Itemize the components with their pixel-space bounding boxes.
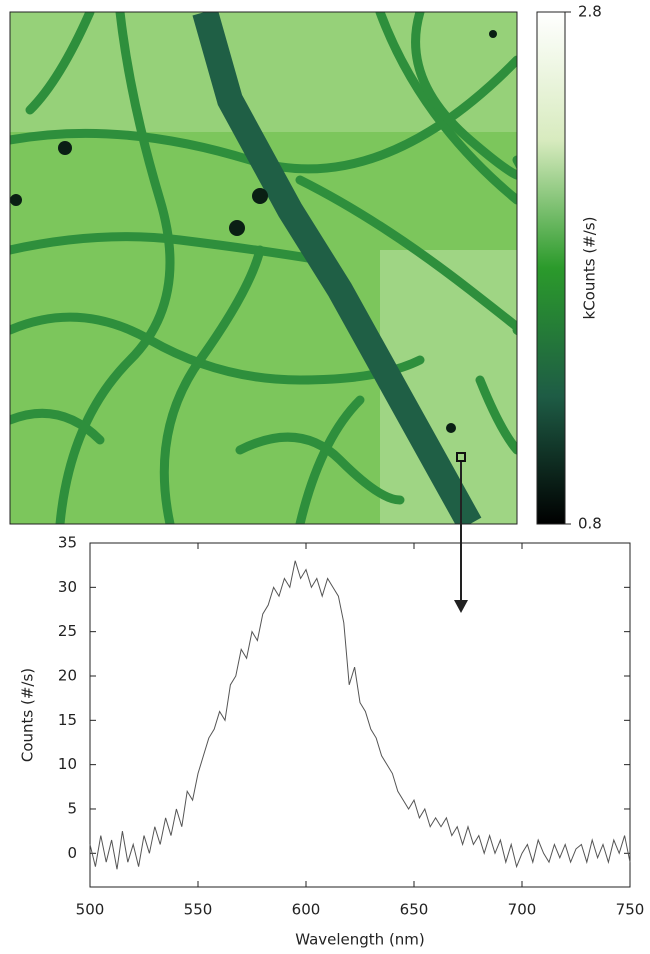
y-tick-label: 30 [58,578,77,596]
x-tick-label: 600 [292,901,321,919]
y-tick-label: 0 [67,844,77,862]
colorbar-tick-label: 2.8 [578,3,602,21]
x-tick-label: 650 [400,901,429,919]
spot-marker [456,452,466,462]
arrow-head [454,600,468,613]
spectrum-line [89,560,631,870]
map-frame [9,11,518,525]
colorbar-label: kCounts (#/s) [581,217,599,320]
y-tick-label: 35 [58,534,77,552]
x-axis-label: Wavelength (nm) [295,931,425,949]
map-image [10,12,517,524]
y-tick-label: 25 [58,622,77,640]
y-tick-label: 20 [58,666,77,684]
y-axis-label: Counts (#/s) [19,668,37,762]
colorbar-tick-label: 0.8 [578,515,602,533]
y-tick-label: 15 [58,711,77,729]
y-tick-label: 5 [67,799,77,817]
x-tick-label: 500 [76,901,105,919]
plot-frame [89,542,631,888]
x-tick-label: 750 [616,901,645,919]
x-tick-label: 550 [184,901,213,919]
colorbar [536,11,566,525]
x-tick-label: 700 [508,901,537,919]
y-tick-label: 10 [58,755,77,773]
